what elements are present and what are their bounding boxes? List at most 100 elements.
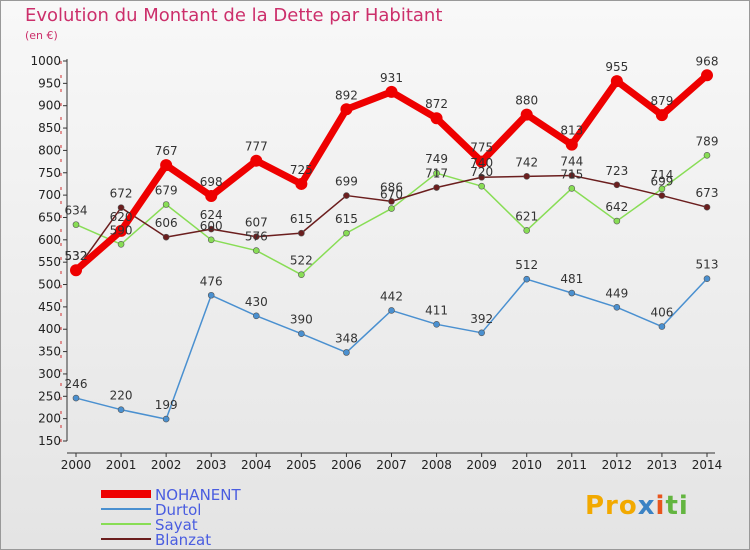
y-tick-label: 350 [38, 345, 61, 359]
data-label: 220 [110, 389, 133, 403]
data-point [478, 329, 485, 337]
x-tick-label: 2004 [241, 458, 272, 472]
data-label: 620 [110, 210, 133, 224]
y-tick-label: 850 [38, 121, 61, 135]
data-label: 348 [335, 331, 358, 345]
data-point [568, 185, 576, 192]
data-label: 522 [290, 254, 313, 268]
data-point [478, 173, 485, 181]
data-label: 615 [290, 212, 313, 226]
data-label: 246 [65, 377, 88, 391]
data-point [343, 229, 350, 237]
x-tick-label: 2013 [647, 458, 678, 472]
data-label: 481 [560, 272, 583, 286]
data-label: 717 [425, 167, 448, 181]
data-point [523, 173, 531, 180]
data-point [162, 201, 170, 208]
chart-title: Evolution du Montant de la Dette par Hab… [25, 5, 443, 26]
data-point [568, 289, 576, 297]
x-tick-label: 2005 [286, 458, 317, 472]
x-tick-label: 2003 [196, 458, 227, 472]
data-point [250, 154, 263, 167]
data-point [613, 217, 621, 225]
data-point [298, 271, 305, 278]
x-tick-label: 2008 [421, 458, 452, 472]
data-label: 624 [200, 208, 223, 222]
legend-label-nohanent: NOHANENT [155, 486, 241, 504]
data-point [207, 291, 215, 299]
x-tick-label: 2001 [106, 458, 137, 472]
x-tick-label: 2009 [466, 458, 497, 472]
data-label: 777 [245, 140, 268, 154]
data-point [388, 205, 395, 212]
data-point [72, 394, 80, 402]
proxiti-logo: Proxiti [585, 491, 689, 521]
data-point [205, 190, 218, 203]
data-label: 672 [110, 187, 133, 201]
y-tick-label: 400 [38, 322, 61, 336]
data-label: 576 [245, 230, 268, 244]
data-point [117, 204, 125, 211]
data-label: 686 [380, 180, 403, 194]
data-point [701, 69, 713, 82]
data-point [388, 307, 395, 314]
data-label: 879 [650, 94, 673, 108]
data-label: 931 [380, 71, 403, 85]
y-tick-label: 300 [38, 367, 61, 381]
data-label: 813 [560, 124, 583, 138]
data-point [340, 103, 353, 116]
data-point [475, 155, 488, 168]
data-label: 789 [696, 134, 719, 148]
data-label: 968 [696, 54, 719, 68]
x-tick-label: 2000 [61, 458, 92, 472]
data-point [298, 229, 305, 237]
x-tick-label: 2012 [602, 458, 633, 472]
data-point [207, 236, 215, 244]
data-point [298, 330, 305, 338]
data-label: 590 [110, 223, 133, 237]
y-tick-label: 250 [38, 389, 61, 403]
data-label: 679 [155, 184, 178, 198]
data-point [252, 247, 260, 254]
y-tick-label: 950 [38, 76, 61, 90]
x-tick-label: 2011 [557, 458, 588, 472]
data-point [207, 225, 215, 233]
data-point [117, 406, 125, 414]
data-point [703, 275, 711, 283]
data-point [610, 75, 623, 88]
chart-subtitle: (en €) [25, 29, 58, 42]
data-point [658, 192, 666, 199]
data-point [523, 275, 531, 283]
data-label: 449 [605, 286, 628, 300]
data-label: 512 [515, 258, 538, 272]
data-label: 615 [335, 212, 358, 226]
data-label: 607 [245, 216, 268, 230]
data-point [613, 304, 621, 311]
data-label: 955 [605, 60, 628, 74]
data-label: 430 [245, 295, 268, 309]
legend-label-sayat: Sayat [155, 516, 198, 534]
data-label: 513 [696, 258, 719, 272]
y-tick-label: 900 [38, 99, 61, 113]
data-label: 476 [200, 274, 223, 288]
x-tick-label: 2010 [511, 458, 542, 472]
data-label: 742 [515, 155, 538, 169]
y-tick-label: 450 [38, 300, 61, 314]
x-tick-label: 2007 [376, 458, 407, 472]
data-label: 744 [560, 154, 583, 168]
data-label: 714 [650, 168, 673, 182]
y-tick-label: 650 [38, 210, 61, 224]
data-point [430, 112, 443, 125]
data-point [655, 109, 668, 122]
y-tick-label: 200 [38, 412, 61, 426]
data-point [343, 192, 350, 199]
data-point [252, 312, 260, 320]
data-label: 532 [65, 249, 88, 263]
data-label: 199 [155, 398, 178, 412]
y-tick-label: 600 [38, 233, 61, 247]
data-label: 392 [470, 312, 493, 326]
data-point [295, 177, 308, 190]
data-point [162, 415, 170, 423]
data-label: 767 [155, 144, 178, 158]
